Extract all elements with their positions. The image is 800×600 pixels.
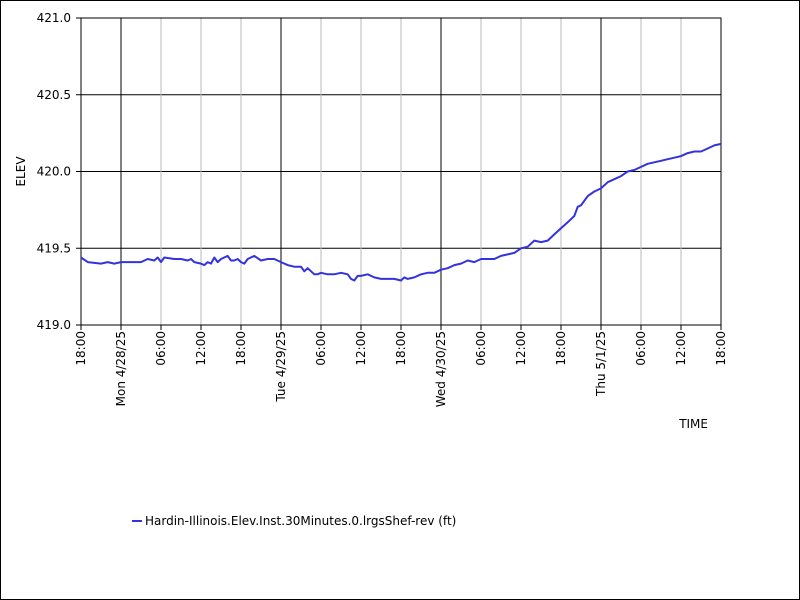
y-tick-label: 419.0 [37, 318, 71, 332]
x-tick-label: 12:00 [354, 331, 368, 366]
x-tick-label: 06:00 [314, 331, 328, 366]
y-axis-ticks: 419.0 419.5 420.0 420.5 421.0 [37, 11, 81, 332]
x-axis-label: TIME [678, 417, 708, 431]
grid-lines [81, 17, 721, 326]
x-tick-label: 18:00 [74, 331, 88, 366]
x-tick-label: Thu 5/1/25 [594, 331, 608, 397]
x-tick-label: 18:00 [394, 331, 408, 366]
x-tick-label: Wed 4/30/25 [434, 331, 448, 407]
x-axis-ticks: 18:00 Mon 4/28/25 06:00 12:00 18:00 Tue 4/29/… [74, 325, 728, 407]
x-tick-label: Mon 4/28/25 [114, 331, 128, 406]
y-tick-label: 419.5 [37, 241, 71, 255]
y-axis-label: ELEV [14, 156, 28, 187]
legend-entry: Hardin-Illinois.Elev.Inst.30Minutes.0.lr… [145, 514, 456, 528]
x-tick-label: Tue 4/29/25 [274, 331, 288, 403]
x-tick-label: 18:00 [554, 331, 568, 366]
plot-area-border [80, 17, 722, 326]
x-tick-label: 18:00 [234, 331, 248, 366]
y-tick-label: 420.5 [37, 88, 71, 102]
y-tick-label: 421.0 [37, 11, 71, 25]
series-line [80, 142, 722, 282]
x-tick-label: 12:00 [194, 331, 208, 366]
y-tick-label: 420.0 [37, 165, 71, 179]
x-tick-label: 18:00 [714, 331, 728, 366]
x-tick-label: 06:00 [634, 331, 648, 366]
x-tick-label: 12:00 [514, 331, 528, 366]
x-tick-label: 06:00 [474, 331, 488, 366]
x-tick-label: 12:00 [674, 331, 688, 366]
x-tick-label: 06:00 [154, 331, 168, 366]
